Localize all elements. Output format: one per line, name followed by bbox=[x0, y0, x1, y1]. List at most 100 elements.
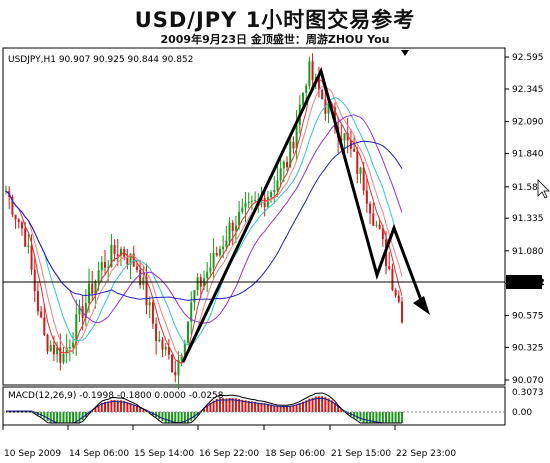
candle-body bbox=[84, 303, 87, 319]
candle-body bbox=[365, 190, 368, 204]
x-tick-label: 21 Sep 15:00 bbox=[331, 449, 391, 459]
main-panel-frame bbox=[2, 47, 506, 386]
candle-body bbox=[317, 76, 320, 91]
candle-body bbox=[155, 323, 158, 342]
candle-body bbox=[27, 245, 30, 247]
candle-body bbox=[161, 339, 164, 350]
candle-body bbox=[148, 302, 151, 306]
page-subtitle: 2009年9月23日 金顶盛世：周游ZHOU You bbox=[160, 33, 390, 46]
moving-average-line bbox=[5, 78, 403, 364]
candle-body bbox=[241, 207, 244, 212]
candle-body bbox=[190, 302, 193, 322]
candle-body bbox=[72, 342, 75, 348]
moving-average-line bbox=[5, 97, 403, 346]
candle-body bbox=[305, 85, 308, 93]
candle-body bbox=[14, 214, 17, 220]
candle-body bbox=[231, 222, 234, 231]
candle-body bbox=[56, 347, 59, 355]
candle-body bbox=[279, 168, 282, 181]
candle-body bbox=[343, 133, 346, 141]
candle-body bbox=[33, 269, 36, 292]
candle-body bbox=[24, 228, 27, 247]
y-tick-label: 90.825 bbox=[512, 279, 544, 289]
shift-marker-icon bbox=[401, 50, 409, 56]
x-tick-label: 10 Sep 2009 bbox=[4, 449, 61, 459]
moving-average-line bbox=[5, 85, 403, 358]
candle-body bbox=[30, 245, 33, 270]
moving-average-line bbox=[5, 140, 403, 301]
candle-body bbox=[123, 249, 126, 258]
candle-body bbox=[132, 253, 135, 267]
trend-arrowhead bbox=[413, 296, 430, 315]
candle-body bbox=[282, 161, 285, 169]
candle-body bbox=[75, 314, 78, 343]
candle-body bbox=[43, 317, 46, 335]
candle-body bbox=[346, 133, 349, 141]
candle-body bbox=[340, 138, 343, 141]
candle-body bbox=[91, 283, 94, 294]
candle-body bbox=[388, 266, 391, 270]
candle-body bbox=[250, 200, 253, 202]
x-axis-ticks: 10 Sep 2009 14 Sep 06:00 15 Sep 14:00 16 Se… bbox=[2, 425, 456, 459]
y-tick-label: 92.345 bbox=[512, 85, 544, 95]
candle-body bbox=[369, 203, 372, 214]
candle-body bbox=[289, 141, 292, 168]
candle-body bbox=[59, 347, 62, 363]
candle-body bbox=[36, 291, 39, 312]
candle-body bbox=[273, 190, 276, 193]
candle-body bbox=[135, 266, 138, 270]
candle-body bbox=[129, 253, 132, 265]
y-tick-label: 91.080 bbox=[512, 247, 544, 257]
candle-body bbox=[177, 359, 180, 376]
candle-body bbox=[311, 61, 314, 81]
candle-body bbox=[321, 90, 324, 100]
candle-body bbox=[286, 161, 289, 168]
candle-body bbox=[104, 261, 106, 268]
y-tick-label: 90.325 bbox=[512, 343, 544, 353]
macd-panel-frame bbox=[2, 386, 506, 426]
candle-body bbox=[292, 141, 295, 149]
candle-body bbox=[212, 252, 215, 268]
candle-body bbox=[183, 343, 186, 356]
candle-body bbox=[46, 334, 49, 352]
candle-body bbox=[234, 225, 237, 231]
main-info-text: USDJPY,H1 90.907 90.925 90.844 90.852 bbox=[8, 55, 193, 65]
candle-body bbox=[20, 222, 23, 229]
candle-body bbox=[65, 347, 68, 354]
y-tick-label: 92.090 bbox=[512, 118, 544, 128]
candle-body bbox=[17, 219, 20, 223]
candle-body bbox=[266, 196, 269, 208]
candle-body bbox=[145, 277, 148, 306]
x-tick-label: 18 Sep 06:00 bbox=[265, 449, 325, 459]
candle-body bbox=[206, 271, 209, 279]
candle-body bbox=[222, 246, 225, 250]
candle-body bbox=[193, 290, 196, 303]
candle-body bbox=[228, 222, 231, 241]
trend-arrow-line bbox=[181, 66, 426, 363]
page-title: USD/JPY 1小时图交易参考 bbox=[134, 8, 416, 32]
macd-main-line bbox=[6, 392, 402, 424]
candle-body bbox=[187, 321, 190, 344]
candle-body bbox=[254, 200, 257, 202]
candle-body bbox=[97, 270, 100, 281]
candle-body bbox=[116, 254, 119, 256]
candle-body bbox=[174, 371, 177, 376]
candle-body bbox=[308, 61, 311, 86]
candle-body bbox=[378, 224, 381, 229]
candle-body bbox=[276, 180, 279, 191]
candle-body bbox=[391, 269, 394, 291]
candle-body bbox=[372, 213, 375, 226]
candle-body bbox=[362, 167, 365, 191]
candle-body bbox=[353, 148, 356, 152]
candle-body bbox=[11, 196, 14, 215]
candle-body bbox=[49, 344, 52, 352]
macd-info-text: MACD(12,26,9) -0.1998 -0.1800 0.0000 -0.… bbox=[8, 391, 224, 401]
candle-body bbox=[209, 267, 212, 272]
macd-y-tick-label: 0.3073 bbox=[512, 388, 544, 398]
candle-body bbox=[113, 244, 116, 255]
candle-body bbox=[247, 201, 250, 203]
candle-body bbox=[397, 295, 400, 302]
candle-body bbox=[356, 151, 359, 174]
candle-body bbox=[126, 257, 129, 265]
